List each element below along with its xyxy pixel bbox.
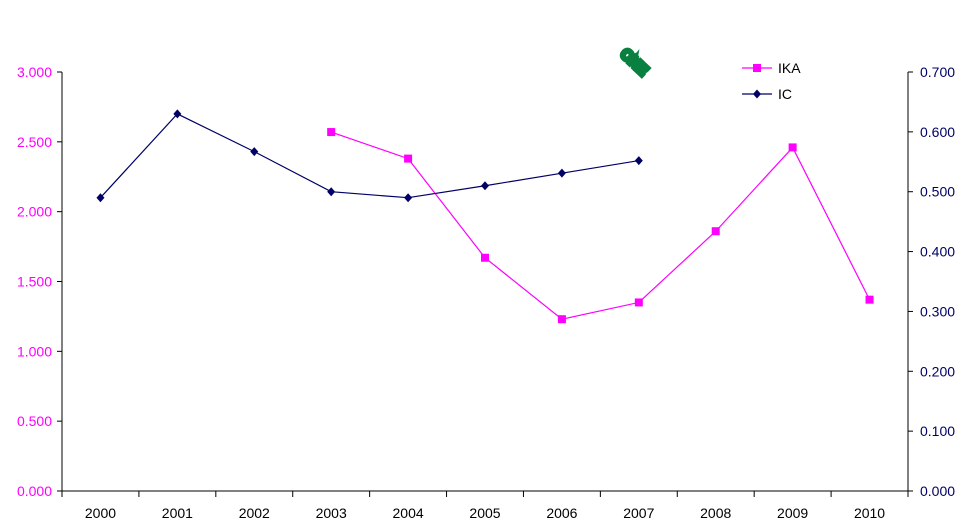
data-point-ic [404, 193, 413, 203]
data-point-ika [634, 298, 643, 307]
data-point-ic [481, 181, 489, 191]
watermark-text: ONE [618, 45, 651, 77]
data-point-ika [481, 253, 489, 262]
axes [57, 71, 913, 497]
right-tick-label: 0.700 [920, 64, 955, 80]
legend-label-ic: IC [778, 86, 792, 102]
data-point-ika [711, 227, 720, 236]
x-tick-label: 2003 [316, 505, 347, 520]
data-point-ika [865, 295, 874, 304]
left-tick-label: 2.000 [17, 204, 52, 220]
left-tick-label: 3.000 [17, 64, 52, 80]
series-line-ic [100, 113, 639, 199]
left-tick-label: 0.000 [17, 483, 52, 499]
left-tick-label: 1.500 [17, 274, 52, 290]
right-tick-label: 0.600 [920, 124, 955, 140]
left-tick-label: 1.000 [17, 343, 52, 359]
left-tick-label: 0.500 [17, 413, 52, 429]
x-tick-label: 2009 [777, 505, 808, 520]
data-point-ika [327, 128, 336, 137]
data-point-ic [557, 168, 566, 178]
x-tick-label: 2007 [623, 505, 654, 520]
legend-marker-ika [753, 64, 761, 72]
data-point-ika [788, 143, 797, 152]
right-tick-label: 0.000 [920, 483, 955, 499]
x-tick-label: 2005 [469, 505, 500, 520]
right-tick-label: 0.400 [920, 244, 955, 260]
data-point-ic [327, 187, 336, 197]
data-point-ic [634, 156, 643, 166]
x-tick-label: 2002 [239, 505, 270, 520]
legend-marker-ic [753, 89, 761, 99]
series-line-ika [330, 131, 871, 320]
x-tick-label: 2000 [85, 505, 116, 520]
data-point-ika [404, 154, 413, 163]
left-tick-label: 2.500 [17, 134, 52, 150]
data-point-ic [250, 147, 259, 157]
data-point-ic [173, 109, 182, 119]
right-tick-label: 0.200 [920, 363, 955, 379]
x-tick-label: 2006 [546, 505, 577, 520]
series-layer [96, 109, 874, 324]
right-tick-label: 0.100 [920, 423, 955, 439]
legend: IKA IC [742, 60, 801, 102]
right-tick-label: 0.300 [920, 303, 955, 319]
x-tick-label: 2008 [700, 505, 731, 520]
data-point-ika [557, 315, 566, 324]
x-tick-label: 2004 [393, 505, 424, 520]
x-tick-label: 2010 [854, 505, 885, 520]
legend-label-ika: IKA [778, 60, 801, 76]
tick-labels: 0.000 0.500 1.000 1.500 2.000 2.500 3.000 0.000… [17, 64, 955, 520]
x-tick-label: 2001 [162, 505, 193, 520]
data-point-ic [96, 193, 105, 203]
right-tick-label: 0.500 [920, 184, 955, 200]
